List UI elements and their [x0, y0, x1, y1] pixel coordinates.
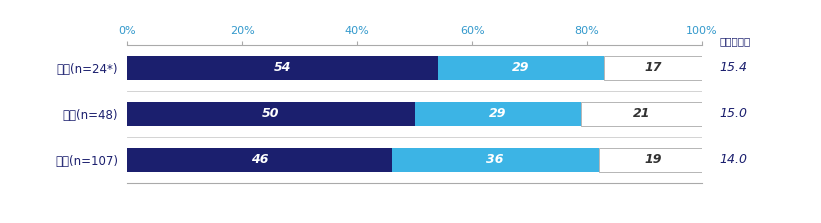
- Text: 21: 21: [633, 107, 650, 120]
- Text: 54: 54: [273, 61, 291, 74]
- Bar: [392, 148, 599, 172]
- Text: 19: 19: [644, 153, 662, 166]
- Bar: [127, 148, 392, 172]
- Bar: [415, 102, 581, 126]
- Text: 15.4: 15.4: [719, 61, 747, 74]
- Text: 29: 29: [489, 107, 507, 120]
- Bar: [604, 56, 702, 80]
- Text: 36: 36: [486, 153, 504, 166]
- Text: 平均合計値: 平均合計値: [719, 36, 750, 46]
- Bar: [438, 56, 604, 80]
- Bar: [599, 148, 708, 172]
- Text: 17: 17: [644, 61, 662, 74]
- Text: 29: 29: [512, 61, 530, 74]
- Bar: [127, 102, 415, 126]
- Text: 50: 50: [262, 107, 280, 120]
- Text: 14.0: 14.0: [719, 153, 747, 166]
- Bar: [127, 56, 438, 80]
- Text: 15.0: 15.0: [719, 107, 747, 120]
- Bar: [581, 102, 702, 126]
- Text: 46: 46: [250, 153, 268, 166]
